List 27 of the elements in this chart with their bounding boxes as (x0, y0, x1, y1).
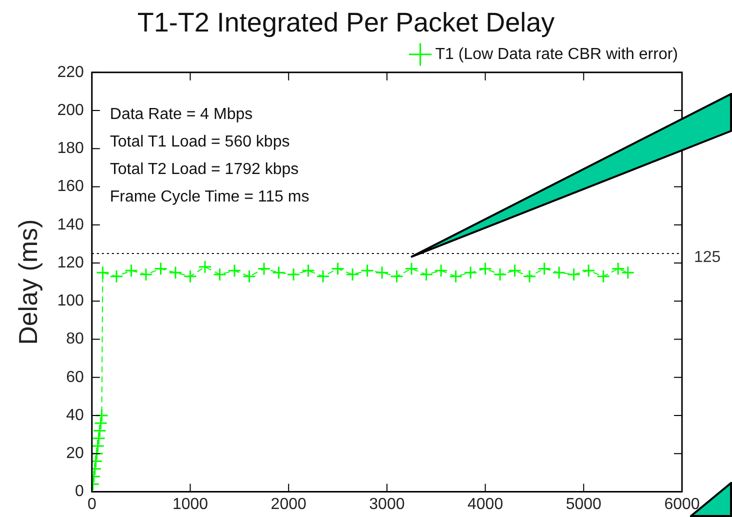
x-tick-label: 2000 (270, 496, 306, 513)
x-tick-label: 5000 (566, 496, 602, 513)
x-tick-label: 4000 (468, 496, 504, 513)
annotation: Frame Cycle Time = 115 ms (110, 188, 310, 206)
y-tick-label: 200 (57, 102, 84, 119)
y-tick-label: 80 (66, 330, 84, 348)
annotation: Data Rate = 4 Mbps (110, 106, 253, 123)
chart-title: T1-T2 Integrated Per Packet Delay (137, 8, 556, 38)
x-tick-label: 1000 (172, 496, 208, 513)
ref-line-label: 125 (694, 248, 721, 266)
legend-label: T1 (Low Data rate CBR with error) (435, 46, 678, 63)
x-tick-label: 0 (87, 496, 96, 513)
y-tick-label: 220 (57, 64, 84, 81)
x-tick-label: 6000 (664, 496, 700, 513)
y-tick-label: 40 (66, 406, 84, 424)
y-tick-label: 0 (74, 483, 84, 500)
y-tick-label: 120 (57, 254, 84, 272)
annotation: Total T1 Load = 560 kbps (110, 133, 290, 150)
y-tick-label: 180 (57, 140, 84, 158)
y-tick-label: 100 (57, 292, 84, 310)
y-tick-label: 60 (66, 368, 84, 386)
y-axis-title: Delay (ms) (12, 219, 43, 345)
y-tick-label: 140 (57, 216, 84, 234)
annotation: Total T2 Load = 1792 kbps (110, 160, 299, 178)
x-tick-label: 3000 (369, 496, 405, 513)
y-tick-label: 160 (57, 178, 84, 196)
y-tick-label: 20 (66, 445, 84, 462)
